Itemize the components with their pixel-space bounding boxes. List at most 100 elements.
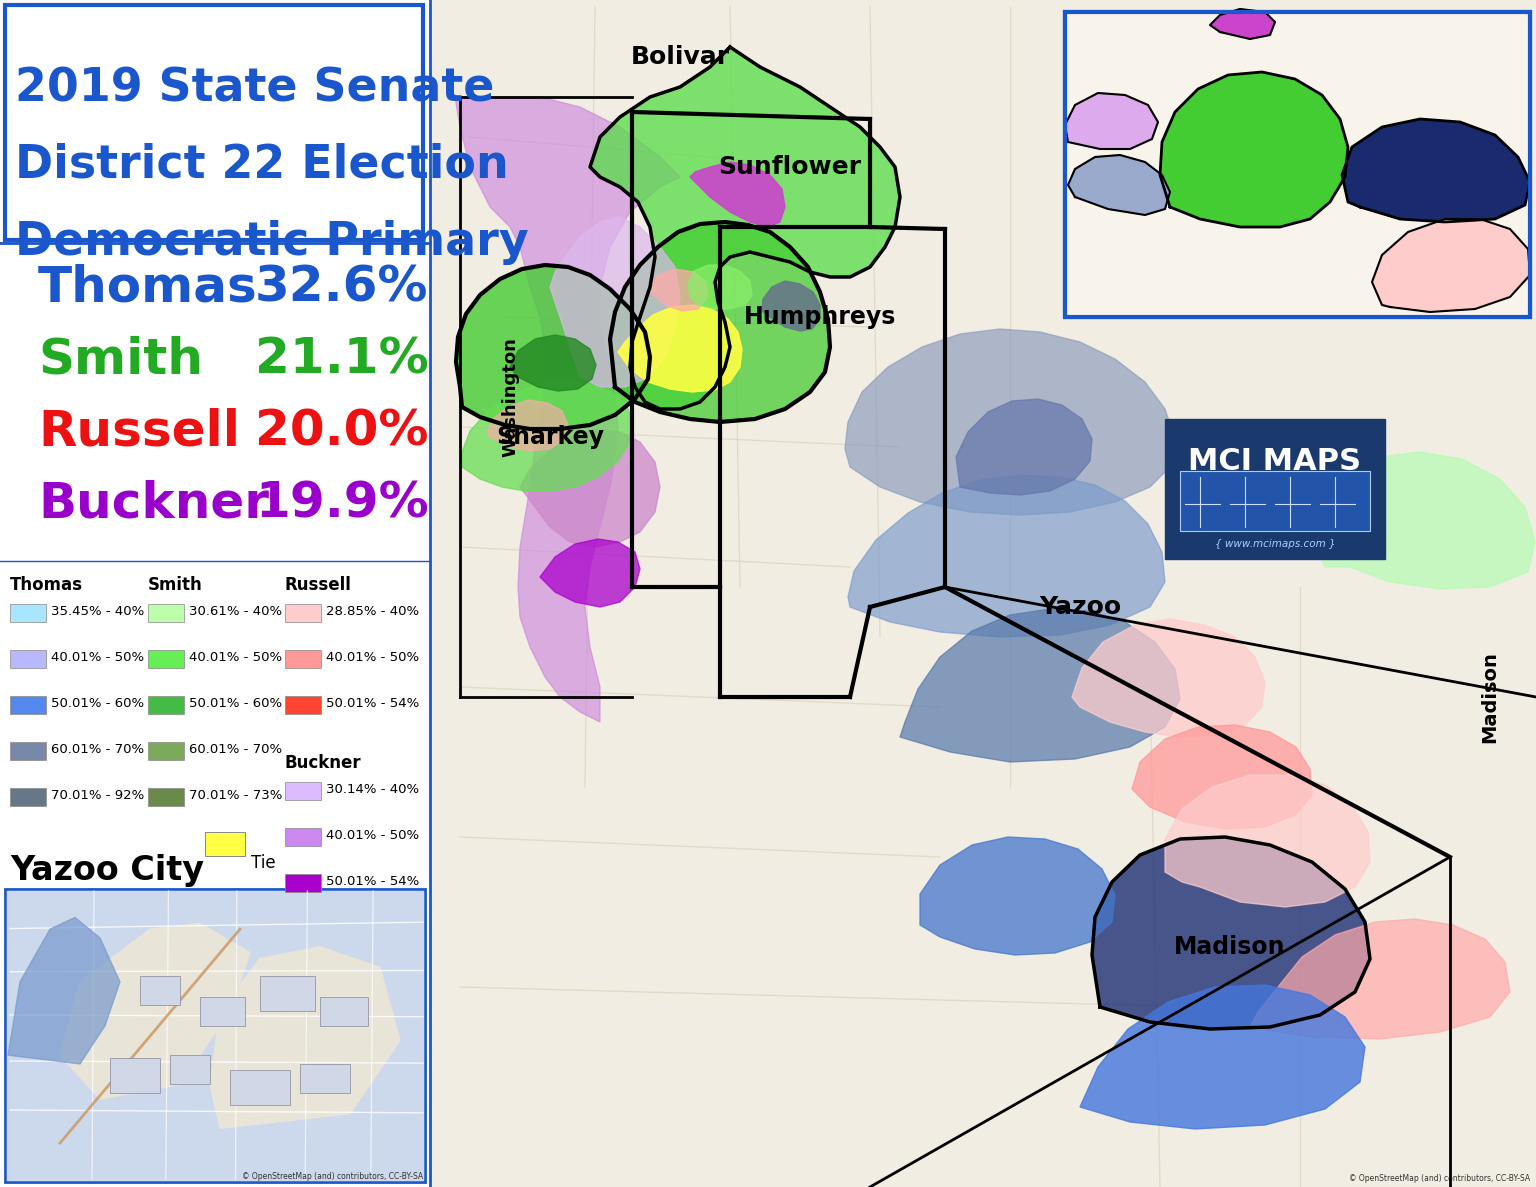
Text: 28.85% - 40%: 28.85% - 40%: [326, 605, 419, 618]
Text: District 22 Election: District 22 Election: [15, 142, 508, 188]
Text: Democratic Primary: Democratic Primary: [15, 220, 528, 265]
Bar: [147, 696, 184, 715]
Text: Thomas: Thomas: [38, 264, 258, 311]
Polygon shape: [1080, 985, 1366, 1129]
Polygon shape: [590, 47, 900, 410]
Bar: [1064, 12, 1530, 317]
Polygon shape: [550, 217, 680, 387]
Bar: [286, 650, 321, 668]
Text: Bolivar: Bolivar: [630, 45, 730, 69]
Bar: [1068, 14, 1528, 315]
Text: 60.01% - 70%: 60.01% - 70%: [189, 743, 283, 756]
Text: 60.01% - 70%: 60.01% - 70%: [51, 743, 144, 756]
Bar: [200, 997, 246, 1026]
Polygon shape: [845, 329, 1175, 515]
Polygon shape: [920, 837, 1115, 956]
Bar: [230, 1069, 290, 1105]
Text: Madison: Madison: [1174, 935, 1286, 959]
Bar: [11, 650, 46, 668]
Text: Sharkey: Sharkey: [496, 425, 604, 449]
Polygon shape: [610, 222, 829, 423]
Text: 50.01% - 60%: 50.01% - 60%: [189, 697, 283, 710]
Text: Tie: Tie: [250, 853, 275, 872]
Text: MCI MAPS: MCI MAPS: [1189, 446, 1361, 476]
Polygon shape: [210, 947, 399, 1129]
Polygon shape: [1250, 919, 1510, 1039]
Text: 2019 State Senate: 2019 State Senate: [15, 66, 495, 112]
Bar: [286, 782, 321, 800]
Text: Yazoo City: Yazoo City: [11, 853, 204, 887]
Bar: [1180, 471, 1370, 531]
Bar: [286, 874, 321, 891]
Bar: [111, 1058, 160, 1093]
Polygon shape: [1372, 218, 1530, 312]
Text: 20.0%: 20.0%: [255, 407, 429, 455]
Bar: [1064, 12, 1530, 317]
Bar: [11, 788, 46, 806]
Text: 19.9%: 19.9%: [255, 480, 429, 527]
Polygon shape: [1312, 452, 1534, 589]
Polygon shape: [521, 429, 660, 547]
Polygon shape: [462, 381, 633, 491]
Text: 30.14% - 40%: 30.14% - 40%: [326, 783, 419, 796]
Bar: [8, 891, 422, 1180]
Text: Humphreys: Humphreys: [743, 305, 895, 329]
Polygon shape: [487, 400, 568, 451]
Text: Yazoo: Yazoo: [1038, 595, 1121, 618]
Text: 35.45% - 40%: 35.45% - 40%: [51, 605, 144, 618]
Polygon shape: [1072, 618, 1266, 737]
Bar: [170, 1055, 210, 1085]
Bar: [11, 604, 46, 622]
Text: 21.1%: 21.1%: [255, 335, 429, 383]
Polygon shape: [1132, 725, 1312, 829]
Bar: [11, 742, 46, 760]
Text: © OpenStreetMap (and) contributors, CC-BY-SA: © OpenStreetMap (and) contributors, CC-B…: [241, 1172, 422, 1181]
Polygon shape: [688, 265, 753, 309]
Polygon shape: [1068, 155, 1170, 215]
Polygon shape: [1342, 119, 1530, 222]
Bar: [5, 889, 425, 1182]
Polygon shape: [1092, 837, 1370, 1029]
Polygon shape: [510, 335, 596, 391]
Polygon shape: [1160, 72, 1349, 227]
Polygon shape: [541, 539, 641, 607]
Text: Washington: Washington: [501, 337, 519, 457]
Text: { www.mcimaps.com }: { www.mcimaps.com }: [1215, 539, 1335, 550]
Bar: [147, 742, 184, 760]
Bar: [286, 829, 321, 846]
Polygon shape: [1164, 775, 1370, 907]
Polygon shape: [8, 918, 120, 1064]
Text: 40.01% - 50%: 40.01% - 50%: [189, 650, 283, 664]
Bar: [140, 976, 180, 1005]
Text: 70.01% - 92%: 70.01% - 92%: [51, 789, 144, 802]
Bar: [147, 650, 184, 668]
Bar: [286, 604, 321, 622]
Bar: [1164, 419, 1385, 559]
Polygon shape: [617, 305, 742, 392]
Polygon shape: [900, 609, 1180, 762]
Bar: [260, 976, 315, 1011]
Polygon shape: [455, 97, 680, 722]
Text: 50.01% - 60%: 50.01% - 60%: [51, 697, 144, 710]
Text: Sunflower: Sunflower: [719, 155, 862, 179]
Text: 40.01% - 50%: 40.01% - 50%: [326, 650, 419, 664]
Bar: [204, 832, 246, 856]
Text: Smith: Smith: [38, 335, 203, 383]
Text: 32.6%: 32.6%: [255, 264, 429, 311]
Bar: [430, 0, 1536, 1187]
Polygon shape: [848, 475, 1164, 637]
Polygon shape: [690, 161, 785, 227]
Text: Russell: Russell: [38, 407, 240, 455]
Polygon shape: [762, 281, 820, 331]
Polygon shape: [650, 269, 708, 311]
Bar: [147, 788, 184, 806]
Bar: [0, 0, 430, 1187]
Text: 40.01% - 50%: 40.01% - 50%: [326, 829, 419, 842]
Bar: [286, 696, 321, 715]
Text: Madison: Madison: [1481, 650, 1499, 743]
Polygon shape: [1210, 9, 1275, 39]
Text: 70.01% - 73%: 70.01% - 73%: [189, 789, 283, 802]
Polygon shape: [1064, 93, 1158, 150]
Polygon shape: [955, 399, 1092, 495]
Text: Buckner: Buckner: [38, 480, 269, 527]
